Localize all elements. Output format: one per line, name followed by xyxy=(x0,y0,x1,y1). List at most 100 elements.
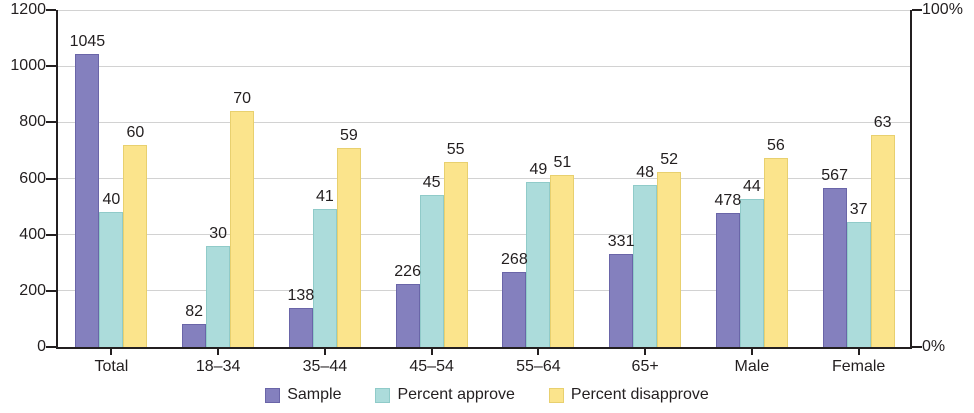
gridline-400 xyxy=(58,234,912,236)
bar-percent-disapprove-2 xyxy=(336,148,361,347)
legend-swatch-sample xyxy=(265,387,281,403)
gridline-800 xyxy=(58,121,912,123)
bar-value-sample-3: 226 xyxy=(394,262,421,280)
bar-value-sample-7: 567 xyxy=(821,166,848,184)
x-tick-1 xyxy=(217,347,220,355)
bar-percent-approve-0 xyxy=(99,212,124,347)
bar-percent-approve-2 xyxy=(312,208,337,347)
bar-percent-approve-7 xyxy=(846,222,871,347)
left-axis-label-200: 200 xyxy=(19,281,46,299)
left-axis-label-1000: 1000 xyxy=(10,57,46,75)
bar-sample-0 xyxy=(75,53,100,347)
bar-value-percent-disapprove-0: 60 xyxy=(126,123,145,141)
gridline-1000 xyxy=(58,65,912,67)
bar-percent-disapprove-1 xyxy=(230,111,255,347)
left-axis-label-600: 600 xyxy=(19,169,46,187)
left-tick-1200 xyxy=(46,9,56,11)
bar-value-percent-disapprove-6: 56 xyxy=(766,137,785,155)
category-label-2: 35–44 xyxy=(302,358,348,375)
bar-percent-approve-5 xyxy=(633,185,658,347)
category-label-3: 45–54 xyxy=(409,358,454,375)
left-tick-200 xyxy=(46,289,56,292)
x-tick-2 xyxy=(323,347,326,355)
bar-value-percent-approve-5: 48 xyxy=(636,164,655,182)
left-axis-label-1200: 1200 xyxy=(10,1,46,18)
x-tick-0 xyxy=(110,347,113,355)
bar-percent-approve-3 xyxy=(419,195,444,347)
right-tick-100 xyxy=(912,9,922,11)
left-axis-label-800: 800 xyxy=(19,113,46,131)
gridline-1200 xyxy=(58,9,912,11)
bar-value-sample-6: 478 xyxy=(714,191,742,209)
bar-value-percent-disapprove-2: 59 xyxy=(339,127,358,145)
left-tick-1000 xyxy=(46,65,56,68)
category-label-5: 65+ xyxy=(631,358,659,375)
legend-item-percent-disapprove: Percent disapprove xyxy=(548,386,709,404)
bar-value-percent-approve-2: 41 xyxy=(315,187,334,205)
legend-item-percent-approve: Percent approve xyxy=(375,386,515,404)
bar-percent-approve-6 xyxy=(739,198,764,347)
bar-percent-disapprove-7 xyxy=(870,134,895,347)
gridline-200 xyxy=(58,290,912,292)
bar-percent-approve-1 xyxy=(206,245,231,347)
x-tick-5 xyxy=(644,347,647,355)
x-tick-4 xyxy=(537,347,540,355)
left-axis-label-400: 400 xyxy=(19,225,46,243)
category-label-6: Male xyxy=(734,358,770,375)
left-tick-600 xyxy=(46,177,56,180)
bar-value-percent-approve-6: 44 xyxy=(742,177,761,195)
legend-label-percent-disapprove: Percent disapprove xyxy=(570,386,709,403)
category-label-0: Total xyxy=(94,358,129,375)
right-y-axis-line xyxy=(910,10,912,347)
bar-value-sample-5: 331 xyxy=(607,233,635,251)
bar-sample-1 xyxy=(182,323,207,347)
left-tick-800 xyxy=(46,121,56,124)
legend-label-sample: Sample xyxy=(287,386,342,403)
category-label-4: 55–64 xyxy=(516,358,561,375)
bar-value-percent-approve-1: 30 xyxy=(209,224,228,242)
bar-value-sample-1: 82 xyxy=(185,302,204,320)
bar-sample-3 xyxy=(395,283,420,347)
bar-sample-6 xyxy=(715,212,740,347)
category-label-7: Female xyxy=(831,358,886,375)
bar-value-percent-disapprove-5: 52 xyxy=(660,150,679,168)
bar-sample-4 xyxy=(502,271,527,347)
bar-value-percent-approve-0: 40 xyxy=(102,191,121,209)
right-axis-label-100: 100% xyxy=(922,1,963,18)
bar-percent-disapprove-0 xyxy=(123,144,148,347)
bar-value-sample-0: 1045 xyxy=(69,32,106,50)
bar-value-percent-approve-4: 49 xyxy=(529,160,548,178)
bar-percent-disapprove-3 xyxy=(443,161,468,347)
left-tick-0 xyxy=(46,346,56,348)
bar-value-percent-disapprove-7: 63 xyxy=(873,113,892,131)
bar-percent-disapprove-6 xyxy=(763,158,788,347)
bar-value-percent-disapprove-3: 55 xyxy=(446,140,465,158)
bar-value-percent-disapprove-4: 51 xyxy=(553,154,572,172)
plot-area: 1045 40 60 82 30 70 138 41 59 226 45 55 268 49 51 331 48… xyxy=(46,9,922,349)
legend-swatch-percent-disapprove xyxy=(548,387,564,403)
bar-value-sample-4: 268 xyxy=(501,250,528,268)
bar-value-percent-approve-3: 45 xyxy=(422,174,441,192)
left-axis-label-0: 0 xyxy=(37,338,46,355)
x-axis-line xyxy=(56,347,912,349)
bar-sample-7 xyxy=(822,187,847,347)
bar-sample-2 xyxy=(288,308,313,347)
right-tick-0 xyxy=(912,346,922,348)
legend: Sample Percent approve Percent disapprove xyxy=(0,386,974,404)
bar-value-sample-2: 138 xyxy=(287,287,315,305)
bar-sample-5 xyxy=(609,254,634,347)
legend-label-percent-approve: Percent approve xyxy=(397,386,515,403)
bar-percent-approve-4 xyxy=(526,181,551,347)
bar-value-percent-approve-7: 37 xyxy=(849,201,868,219)
x-tick-7 xyxy=(857,347,860,355)
gridline-600 xyxy=(58,178,912,179)
legend-item-sample: Sample xyxy=(265,386,341,404)
x-tick-6 xyxy=(750,347,753,355)
left-y-axis-line xyxy=(56,10,58,347)
bar-percent-disapprove-4 xyxy=(550,175,575,347)
right-axis-label-0: 0% xyxy=(922,338,946,355)
category-label-1: 18–34 xyxy=(195,358,241,375)
bar-value-percent-disapprove-1: 70 xyxy=(233,90,252,108)
bar-percent-disapprove-5 xyxy=(657,171,682,347)
